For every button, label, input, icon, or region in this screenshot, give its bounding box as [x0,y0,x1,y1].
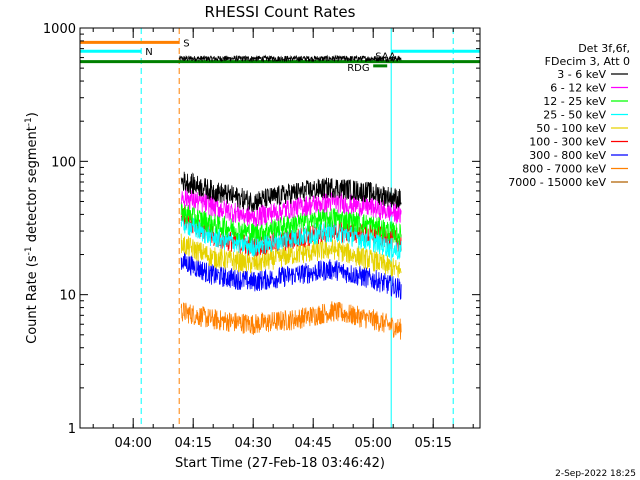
y-label-exponent: -1 [24,246,34,255]
legend-header-line: FDecim 3, Att 0 [545,55,630,68]
x-axis: 04:00 04:15 04:30 04:45 05:00 05:15 [92,28,474,451]
legend-entry-label: 12 - 25 keV [543,95,606,108]
y-tick-label: 10 [59,289,76,304]
series-line-800-7000keV [180,301,402,340]
x-tick-label: 04:45 [294,436,331,451]
legend-header-line: Det 3f,6f, [578,42,630,55]
y-axis: 1 10 100 1000 [43,22,480,437]
x-tick-label: 04:15 [174,436,211,451]
footer-date: 2-Sep-2022 18:25 [555,469,636,479]
series-group [180,171,402,340]
flag-label: N [145,47,152,58]
x-tick-label: 04:00 [114,436,151,451]
x-tick-label: 04:30 [234,436,271,451]
legend-entry-label: 800 - 7000 keV [522,163,606,176]
y-tick-label: 100 [51,155,76,170]
legend-entry-label: 3 - 6 keV [557,68,606,81]
legend-entry-label: 300 - 800 keV [529,149,606,162]
legend-entry-label: 100 - 300 keV [529,136,606,149]
y-label-part: Count Rate (s [25,255,40,344]
x-axis-label: Start Time (27-Feb-18 03:46:42) [175,456,385,471]
series-line-3-6keV [180,171,402,213]
legend-entry-label: 25 - 50 keV [543,109,606,122]
y-label-part: detector segment [25,126,40,246]
y-tick-label: 1 [68,422,76,437]
chart-title: RHESSI Count Rates [205,3,356,21]
y-label-part: ) [25,112,40,117]
legend-entry-label: 7000 - 15000 keV [508,176,606,189]
top-rate-trace [178,54,402,63]
flag-label: RDG [347,63,369,74]
series-line-50-100keV [180,233,402,278]
legend-entry-label: 50 - 100 keV [536,122,606,135]
plot-frame [79,27,481,429]
x-tick-label: 05:15 [414,436,451,451]
y-label-exponent: -1 [24,117,34,126]
y-tick-label: 1000 [43,22,76,37]
legend-entry-label: 6 - 12 keV [550,82,606,95]
flag-label: S [183,38,189,49]
series-line-25-50keV [180,212,402,260]
x-tick-label: 05:00 [354,436,391,451]
series-line-300-800keV [180,252,402,300]
y-axis-label: Count Rate (s-1 detector segment-1) [24,112,40,344]
